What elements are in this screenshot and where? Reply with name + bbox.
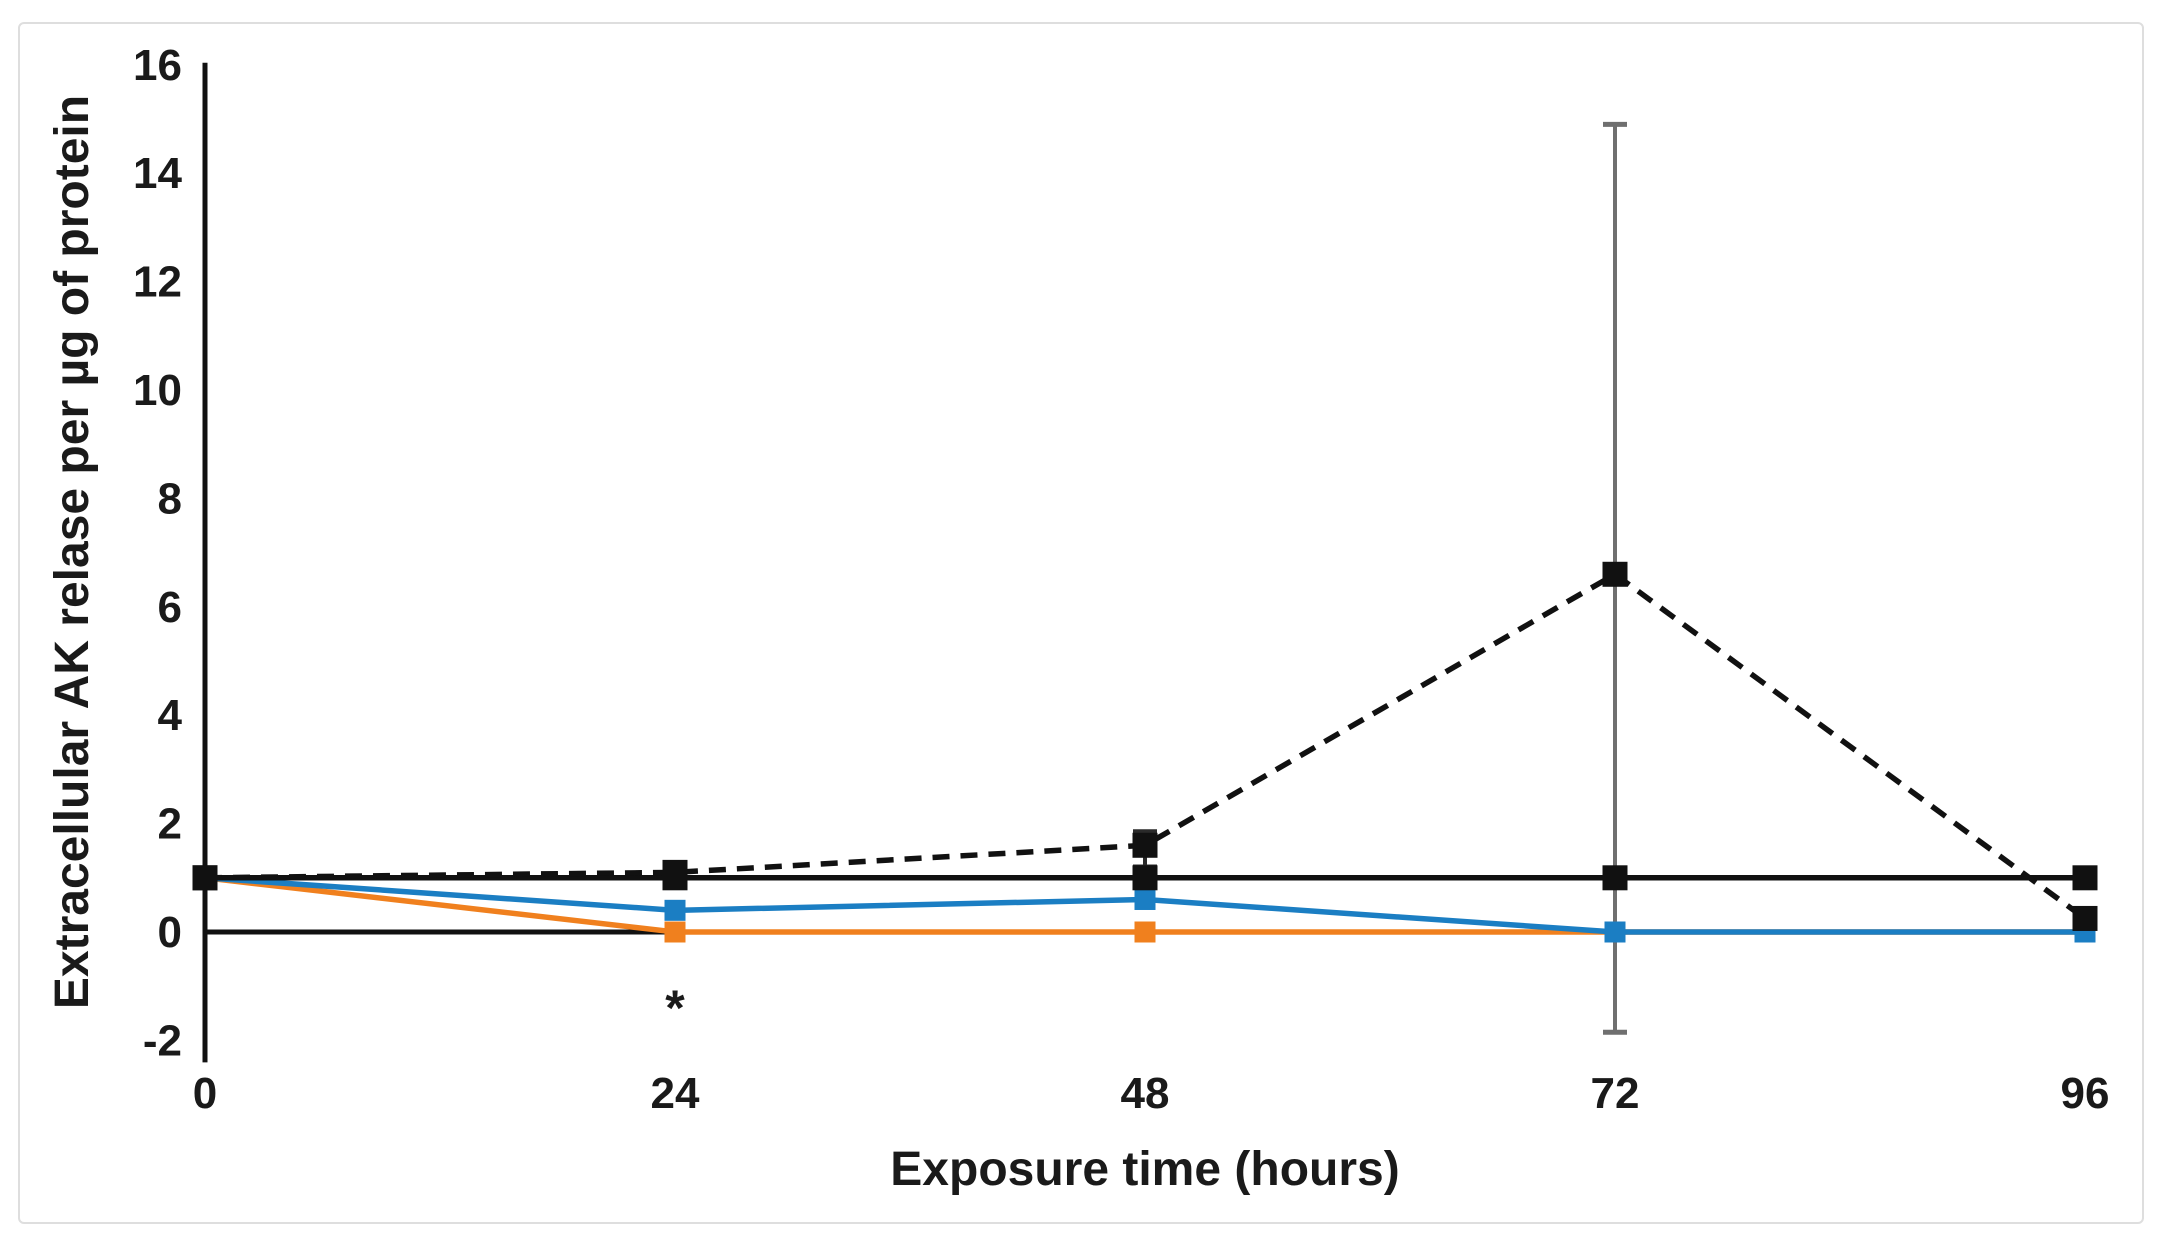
marker-orange-solid: [664, 921, 686, 943]
marker-black-dashed: [662, 859, 688, 885]
y-tick-label: 6: [158, 583, 182, 632]
x-tick-label: 48: [1121, 1069, 1170, 1118]
y-tick-label: 16: [133, 41, 182, 90]
marker-orange-solid: [1134, 921, 1156, 943]
y-tick-label: 12: [133, 258, 182, 307]
y-tick-label: 14: [133, 149, 182, 198]
y-tick-label: 8: [158, 474, 182, 523]
x-tick-label: 0: [193, 1069, 217, 1118]
marker-black-dashed: [192, 865, 218, 891]
y-tick-label: 2: [158, 800, 182, 849]
x-axis-title: Exposure time (hours): [890, 1143, 1399, 1196]
y-tick-label: 10: [133, 366, 182, 415]
y-tick-label: 4: [158, 691, 183, 740]
y-tick-label: 0: [158, 908, 182, 957]
marker-black-dashed: [1132, 832, 1158, 858]
x-tick-label: 72: [1591, 1069, 1640, 1118]
y-axis-title: Extracellular AK relase per µg of protei…: [46, 95, 99, 1009]
marker-black-dashed: [2072, 905, 2098, 931]
marker-black-solid: [1602, 865, 1628, 891]
x-tick-label: 96: [2061, 1069, 2110, 1118]
marker-black-solid: [2072, 865, 2098, 891]
marker-black-dashed: [1602, 561, 1628, 587]
significance-asterisk: *: [665, 980, 685, 1036]
x-tick-label: 24: [651, 1069, 700, 1118]
y-tick-label: -2: [143, 1016, 182, 1065]
marker-blue-solid: [1134, 888, 1156, 910]
marker-blue-solid: [664, 899, 686, 921]
marker-black-solid: [1132, 865, 1158, 891]
marker-blue-solid: [1604, 921, 1626, 943]
